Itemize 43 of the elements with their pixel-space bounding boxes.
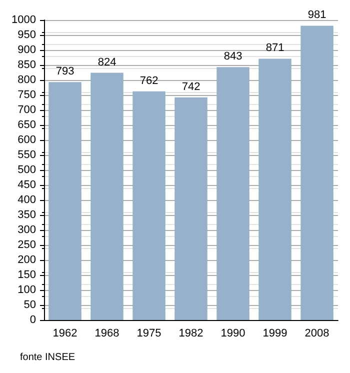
y-tick-label: 350 xyxy=(18,209,36,221)
data-label: 981 xyxy=(308,9,326,22)
data-label: 793 xyxy=(56,66,74,78)
x-tick-label: 1999 xyxy=(262,328,288,340)
y-tick-label: 550 xyxy=(18,149,36,161)
y-tick-label: 500 xyxy=(18,164,36,176)
y-tick-label: 50 xyxy=(24,299,36,311)
x-tick-label: 1962 xyxy=(52,328,78,340)
data-label: 843 xyxy=(224,50,242,63)
data-label: 871 xyxy=(266,42,284,54)
x-tick-label: 2008 xyxy=(304,328,330,340)
bar xyxy=(258,58,292,320)
x-tick-label: 1975 xyxy=(136,328,162,340)
y-tick-label: 300 xyxy=(18,224,36,236)
x-tick-label: 1968 xyxy=(94,328,120,340)
y-tick-label: 1000 xyxy=(12,14,36,26)
y-tick-label: 900 xyxy=(18,44,36,56)
y-tick-label: 650 xyxy=(18,119,36,131)
y-tick-label: 400 xyxy=(18,194,36,206)
y-tick-label: 0 xyxy=(30,314,36,326)
y-tick-label: 450 xyxy=(18,179,36,191)
y-tick-label: 850 xyxy=(18,59,36,71)
data-label: 824 xyxy=(98,56,116,68)
y-tick-label: 200 xyxy=(18,254,36,266)
y-tick-label: 750 xyxy=(18,89,36,101)
y-tick-label: 100 xyxy=(18,284,36,296)
y-tick-label: 150 xyxy=(18,269,36,281)
y-tick-label: 250 xyxy=(18,239,36,251)
bar xyxy=(300,26,334,320)
bar xyxy=(90,72,124,320)
bar xyxy=(216,67,250,320)
bar xyxy=(132,91,166,320)
y-tick-label: 600 xyxy=(18,134,36,146)
source-note: fonte INSEE xyxy=(20,352,76,363)
bar xyxy=(174,97,208,320)
data-label: 762 xyxy=(140,74,158,87)
y-tick-label: 800 xyxy=(18,74,36,86)
data-label: 742 xyxy=(182,80,200,93)
x-tick-label: 1990 xyxy=(220,328,246,340)
bar xyxy=(48,82,82,320)
y-tick-label: 950 xyxy=(18,29,36,41)
y-tick-label: 700 xyxy=(18,104,36,116)
x-tick-label: 1982 xyxy=(178,328,204,340)
